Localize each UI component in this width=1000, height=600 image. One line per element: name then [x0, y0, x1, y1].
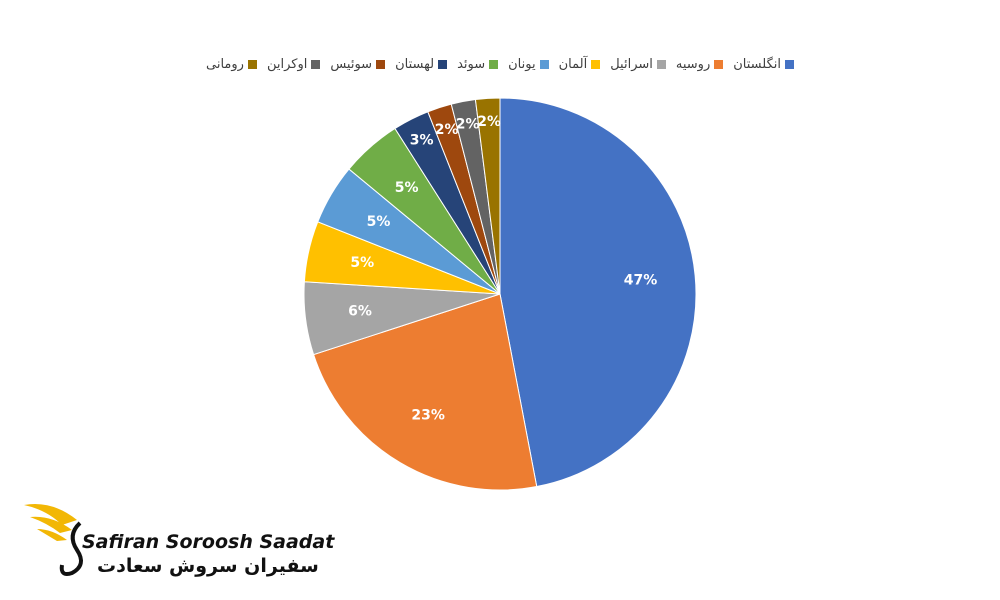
- data-label: 3%: [410, 132, 434, 148]
- data-label: 2%: [456, 117, 480, 133]
- legend-swatch: [656, 60, 666, 69]
- legend-label: اوکراین: [266, 57, 308, 72]
- legend-item: روسیه: [675, 57, 724, 72]
- legend-item: رومانی: [206, 57, 257, 72]
- logo-icon: [24, 504, 83, 576]
- logo-name-fa: سفیران سروش سعادت: [97, 555, 319, 577]
- legend-item: سوئد: [457, 57, 499, 72]
- legend-swatch: [489, 60, 499, 69]
- legend-item: آلمان: [559, 57, 601, 72]
- legend-swatch: [714, 60, 724, 69]
- legend-item: یونان: [508, 57, 549, 72]
- legend-label: انگلستان: [733, 57, 781, 72]
- legend-item: لهستان: [395, 57, 448, 72]
- legend-label: رومانی: [206, 57, 244, 72]
- legend: انگلستان روسیه اسرائیل آلمان یونان سوئد لهستان…: [0, 57, 1000, 72]
- legend-swatch: [591, 60, 601, 69]
- data-label: 5%: [395, 180, 419, 196]
- legend-item: اوکراین: [266, 57, 321, 72]
- pie-slice: [474, 97, 501, 295]
- data-label: 5%: [350, 255, 374, 271]
- legend-label: روسیه: [675, 57, 711, 72]
- legend-item: سوئیس: [330, 57, 386, 72]
- legend-label: لهستان: [395, 57, 435, 72]
- logo: Safiran Soroosh Saadat سفیران سروش سعادت: [22, 495, 334, 585]
- data-label: 2%: [477, 114, 501, 130]
- legend-swatch: [784, 60, 794, 69]
- data-label: 47%: [624, 273, 658, 289]
- data-label: 6%: [348, 304, 372, 320]
- pie-slice: [499, 97, 697, 488]
- data-label: 5%: [367, 214, 391, 230]
- legend-label: آلمان: [558, 57, 588, 72]
- legend-swatch: [539, 60, 549, 69]
- pie-slice: [312, 293, 538, 491]
- legend-swatch: [376, 60, 386, 69]
- legend-swatch: [438, 60, 448, 69]
- legend-label: سوئیس: [330, 57, 373, 72]
- legend-label: یونان: [508, 57, 536, 72]
- legend-item: انگلستان: [733, 57, 794, 72]
- data-label: 23%: [411, 407, 445, 423]
- legend-swatch: [311, 60, 321, 69]
- data-label: 2%: [435, 122, 459, 138]
- logo-name: Safiran Soroosh Saadat: [82, 531, 335, 553]
- legend-label: اسرائیل: [610, 57, 653, 72]
- legend-swatch: [247, 60, 257, 69]
- legend-label: سوئد: [457, 57, 486, 72]
- legend-item: اسرائیل: [610, 57, 666, 72]
